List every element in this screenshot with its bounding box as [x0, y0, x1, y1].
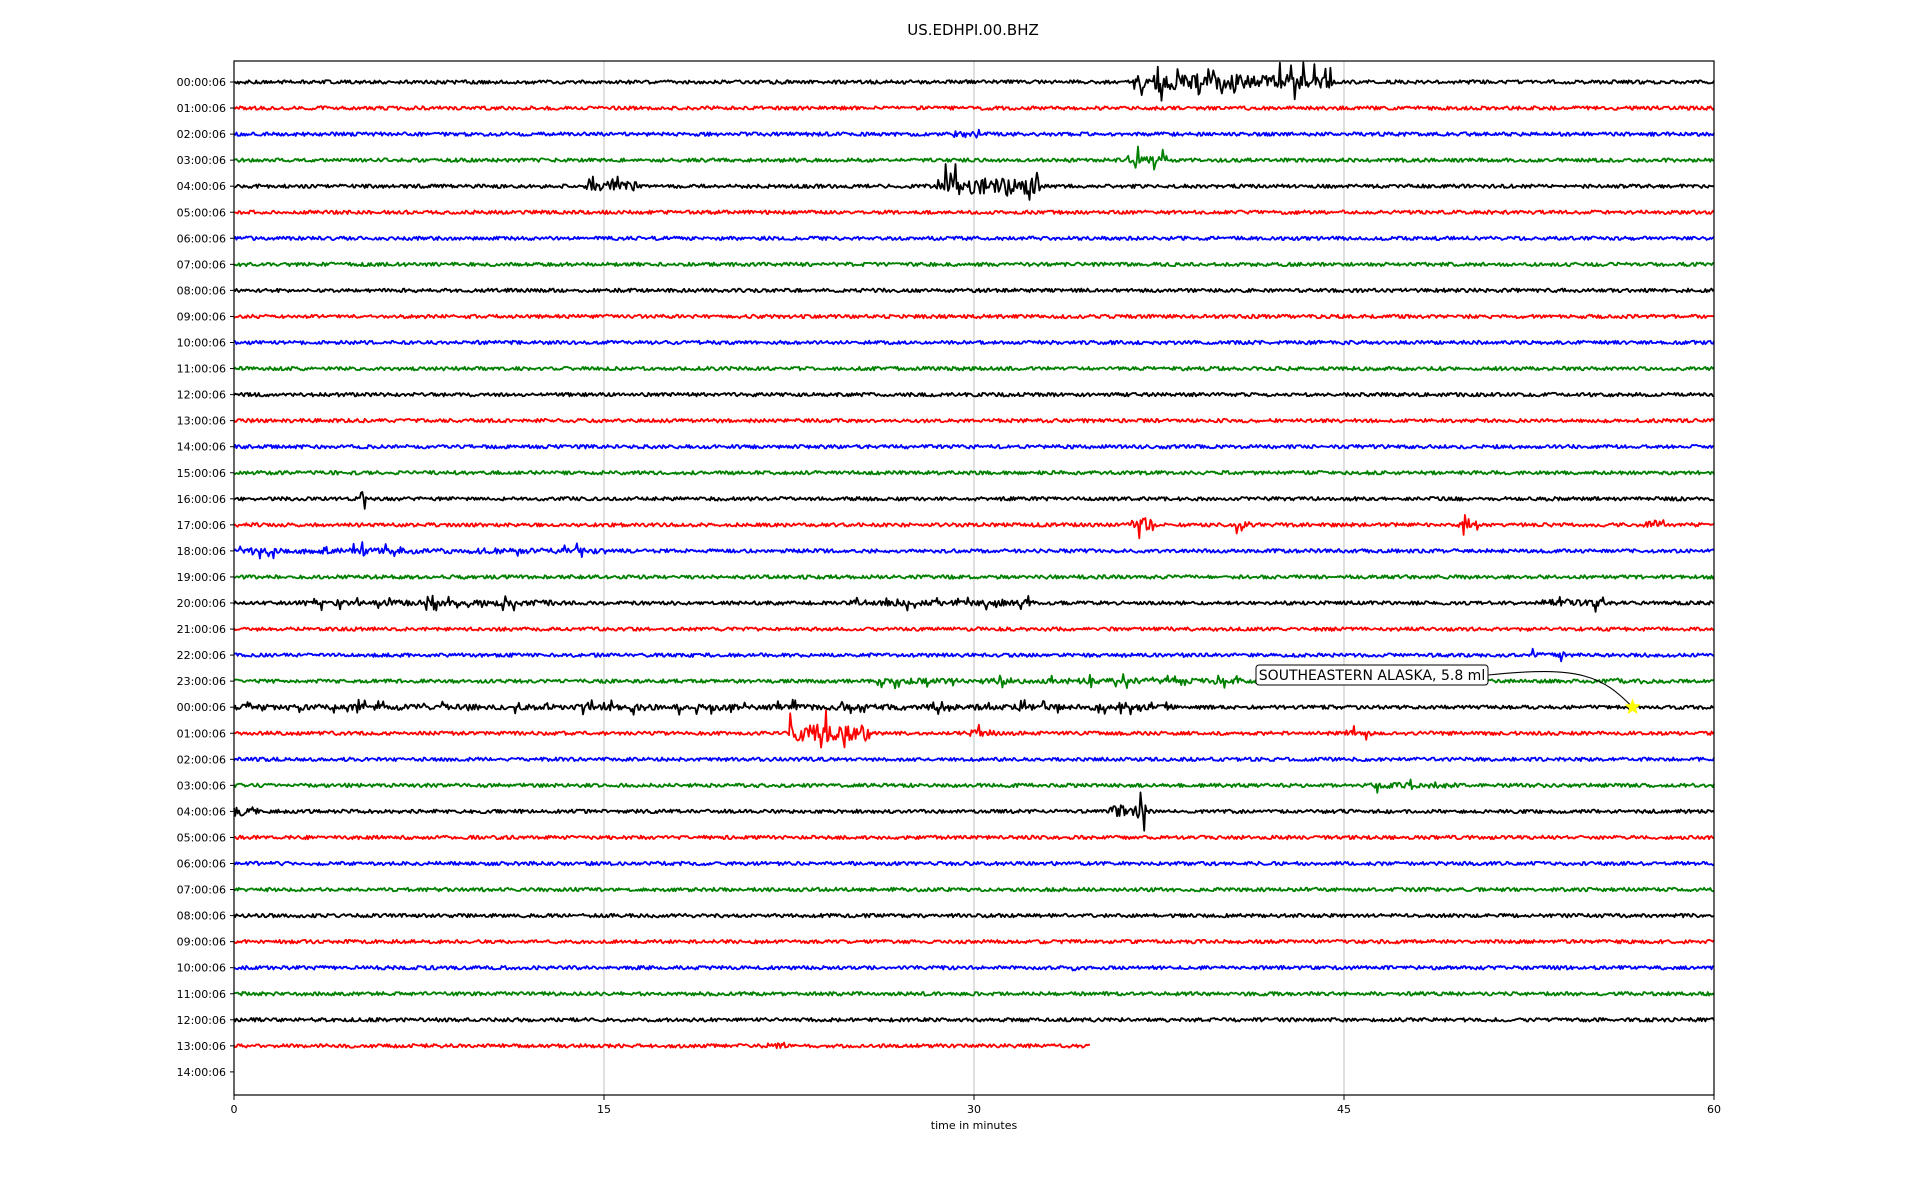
row-time-label: 12:00:06 [177, 1014, 226, 1027]
seismogram-trace [233, 912, 1715, 919]
row-time-label: 10:00:06 [177, 962, 226, 975]
seismogram-trace [233, 965, 1714, 972]
row-time-label: 01:00:06 [177, 102, 226, 115]
row-time-label: 22:00:06 [177, 649, 226, 662]
seismogram-trace [233, 647, 1715, 663]
row-time-label: 08:00:06 [177, 910, 226, 923]
seismogram-trace [233, 756, 1715, 762]
row-time-label: 13:00:06 [177, 415, 226, 428]
seismogram-trace [233, 626, 1715, 632]
annotation-label: SOUTHEASTERN ALASKA, 5.8 ml [1259, 668, 1485, 684]
seismogram-trace [233, 886, 1714, 893]
row-time-label: 00:00:06 [177, 76, 226, 89]
row-time-label: 06:00:06 [177, 858, 226, 871]
row-time-label: 23:00:06 [177, 675, 226, 688]
seismogram-trace [233, 574, 1715, 580]
seismogram-trace [233, 61, 1715, 102]
row-time-label: 09:00:06 [177, 310, 226, 323]
x-axis-label: time in minutes [931, 1119, 1018, 1132]
seismogram-trace [233, 163, 1715, 201]
row-time-label: 12:00:06 [177, 389, 226, 402]
event-star-marker [1624, 698, 1641, 715]
row-time-label: 20:00:06 [177, 597, 226, 610]
row-time-label: 05:00:06 [177, 831, 226, 844]
row-time-labels: 00:00:06 01:00:06 02:00:06 03:00:06 04:00:06… [177, 76, 234, 1079]
annotation-box [1255, 664, 1489, 686]
seismogram-trace [233, 470, 1715, 476]
row-time-label: 06:00:06 [177, 232, 226, 245]
row-time-label: 01:00:06 [177, 727, 226, 740]
row-time-label: 15:00:06 [177, 467, 226, 480]
row-time-label: 18:00:06 [177, 545, 226, 558]
seismogram-trace [233, 209, 1715, 215]
row-time-label: 14:00:06 [177, 441, 226, 454]
row-time-label: 16:00:06 [177, 493, 226, 506]
seismogram-trace [233, 235, 1715, 241]
row-time-label: 05:00:06 [177, 206, 226, 219]
annotation-connector [1487, 671, 1633, 708]
seismogram-trace [233, 105, 1715, 111]
row-time-label: 02:00:06 [177, 128, 226, 141]
seismogram-trace [233, 1017, 1715, 1023]
x-tick-label: 30 [967, 1103, 981, 1116]
row-time-label: 14:00:06 [177, 1066, 226, 1079]
seismogram-trace [233, 287, 1715, 294]
x-axis: 0 15 30 45 60 [231, 1095, 1721, 1116]
row-time-label: 00:00:06 [177, 701, 226, 714]
seismogram-trace [234, 514, 1715, 540]
seismogram-traces [233, 61, 1715, 1050]
row-time-label: 03:00:06 [177, 154, 226, 167]
row-time-label: 10:00:06 [177, 337, 226, 350]
seismogram-trace [233, 1041, 1090, 1050]
seismogram-trace [233, 938, 1715, 945]
row-time-label: 11:00:06 [177, 988, 226, 1001]
row-time-label: 07:00:06 [177, 258, 226, 271]
seismogram-trace [233, 778, 1715, 794]
seismogram-trace [233, 541, 1715, 560]
x-tick-label: 45 [1337, 1103, 1351, 1116]
x-tick-label: 15 [597, 1103, 611, 1116]
event-annotations: SOUTHEASTERN ALASKA, 5.8 ml [1255, 664, 1641, 715]
seismogram-trace [233, 391, 1715, 398]
seismogram-trace [233, 860, 1715, 867]
plot-frame [233, 60, 1715, 1096]
seismogram-trace [233, 145, 1714, 171]
seismogram-trace [233, 417, 1715, 424]
seismogram-trace [233, 444, 1715, 450]
row-time-label: 03:00:06 [177, 779, 226, 792]
row-time-label: 04:00:06 [177, 805, 226, 818]
row-time-label: 04:00:06 [177, 180, 226, 193]
row-time-label: 21:00:06 [177, 623, 226, 636]
row-time-label: 02:00:06 [177, 753, 226, 766]
seismogram-trace [233, 491, 1715, 510]
seismogram-trace [233, 834, 1715, 841]
x-tick-label: 0 [231, 1103, 238, 1116]
seismogram-trace [233, 594, 1715, 613]
seismogram-trace [233, 791, 1715, 832]
chart-title: US.EDHPI.00.BHZ [907, 21, 1039, 39]
row-time-label: 19:00:06 [177, 571, 226, 584]
row-time-label: 08:00:06 [177, 284, 226, 297]
seismogram-trace [233, 709, 1715, 749]
row-time-label: 13:00:06 [177, 1040, 226, 1053]
seismogram-trace [233, 991, 1715, 997]
row-time-label: 17:00:06 [177, 519, 226, 532]
x-tick-label: 60 [1707, 1103, 1721, 1116]
row-time-label: 11:00:06 [177, 363, 226, 376]
row-time-label: 07:00:06 [177, 884, 226, 897]
seismogram-trace [233, 128, 1715, 139]
seismogram-trace [233, 339, 1715, 346]
seismogram-trace [233, 698, 1715, 716]
seismogram-trace [233, 261, 1715, 268]
row-time-label: 09:00:06 [177, 936, 226, 949]
seismogram-trace [233, 313, 1715, 320]
seismogram-trace [233, 365, 1715, 372]
